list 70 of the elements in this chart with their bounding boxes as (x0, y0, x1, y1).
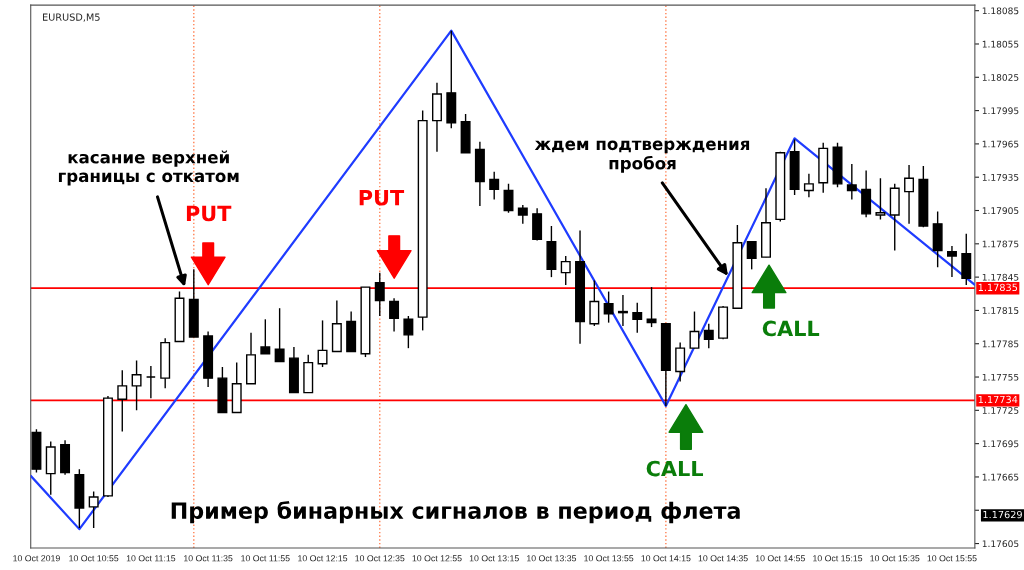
y-tick-label: 1.17695 (982, 440, 1019, 448)
x-tick-label: 10 Oct 15:55 (927, 555, 977, 562)
candlestick (560, 255, 571, 286)
candlestick (846, 163, 857, 201)
candlestick (904, 164, 915, 225)
candlestick (489, 170, 500, 201)
candlestick (389, 297, 400, 333)
y-tick-label: 1.17605 (982, 540, 1019, 548)
y-tick-label: 1.17965 (982, 140, 1019, 148)
x-tick-label: 10 Oct 14:55 (755, 555, 805, 562)
x-tick-label: 10 Oct 12:15 (298, 555, 348, 562)
y-tick-label: 1.18085 (982, 7, 1019, 15)
text: 1.17629 (983, 510, 1022, 519)
y-tick-label: 1.18055 (982, 40, 1019, 48)
candlestick (675, 341, 686, 383)
x-tick-label: 10 Oct 13:15 (469, 555, 519, 562)
annotation: PUT (359, 190, 405, 206)
candlestick (803, 173, 814, 198)
candlestick (746, 240, 757, 271)
y-tick-label: 1.17785 (982, 340, 1019, 348)
line-series (30, 29, 975, 531)
annotation: PUT (186, 205, 232, 222)
text: EURUSD,M5 (43, 13, 100, 22)
candlestick (503, 183, 514, 214)
candlestick (317, 319, 328, 368)
candlestick (131, 359, 142, 412)
candlestick (403, 315, 414, 349)
y-tick-label: 1.17905 (982, 207, 1019, 215)
x-tick-label: 10 Oct 12:55 (412, 555, 462, 562)
ref-line-label: 1.17734 (978, 395, 1018, 404)
candlestick (88, 490, 99, 529)
y-tick-label: 1.17875 (982, 240, 1019, 248)
x-tick-label: 10 Oct 11:55 (241, 555, 290, 562)
ref-line-label: 1.17835 (978, 283, 1018, 292)
candlestick (689, 310, 700, 349)
x-tick-label: 10 Oct 13:55 (584, 555, 634, 562)
y-tick-label: 1.17725 (982, 407, 1019, 414)
annotation: ждем подтверждения пробоя (534, 140, 750, 173)
y-tick-label: 1.17665 (982, 473, 1019, 481)
x-tick-label: 10 Oct 12:35 (355, 555, 405, 562)
y-tick-label: 1.18025 (982, 74, 1019, 81)
x-tick-label: 10 Oct 10:55 (69, 555, 119, 562)
candlestick (946, 245, 957, 278)
candlestick (603, 290, 614, 324)
candlestick (260, 318, 271, 355)
y-tick-label: 1.17815 (982, 307, 1019, 314)
candlestick (117, 369, 128, 433)
y-tick-label: 1.17935 (982, 173, 1019, 181)
annotation: Пример бинарных сигналов в период флета (171, 501, 740, 524)
x-tick-label: 10 Oct 14:35 (698, 555, 748, 562)
y-tick-label: 1.17995 (982, 107, 1019, 115)
candlestick (517, 204, 528, 225)
annotation: CALL (762, 320, 820, 337)
y-tick-label: 1.17755 (982, 373, 1019, 381)
x-tick-label: 10 Oct 14:15 (641, 555, 691, 562)
x-tick-label: 10 Oct 11:15 (126, 555, 176, 562)
x-tick-label: 10 Oct 15:35 (870, 555, 920, 562)
candlestick (589, 279, 600, 327)
candlestick (374, 271, 385, 317)
y-tick-label: 1.17845 (982, 273, 1019, 281)
x-tick-label: 10 Oct 15:15 (813, 555, 863, 562)
annotation: касание верхней границы с откатом (58, 150, 239, 186)
x-tick-label: 10 Oct 13:35 (527, 555, 577, 562)
candlestick (703, 323, 714, 349)
x-tick-label: 10 Oct 2019 (13, 555, 60, 562)
candlestick (875, 177, 886, 221)
x-tick-label: 10 Oct 11:35 (184, 555, 233, 562)
annotation: CALL (646, 460, 704, 477)
candlestick (274, 307, 285, 363)
candlestick (632, 301, 643, 334)
